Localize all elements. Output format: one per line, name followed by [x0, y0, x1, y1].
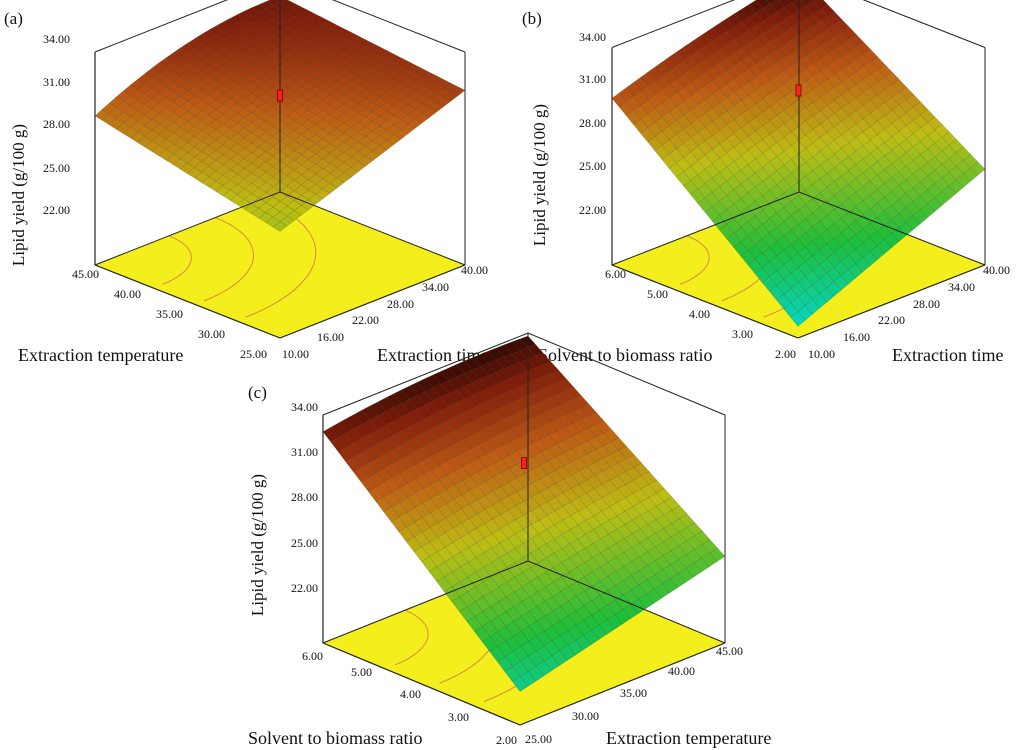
panel-c-x-tick: 3.00: [448, 710, 469, 724]
panel-b-surface-patch: [789, 0, 797, 3]
panel-a-z-tick: 25.00: [43, 161, 70, 175]
panel-c-x-axis-label: Solvent to biomass ratio: [248, 728, 423, 748]
panel-b-x-tick: 6.00: [605, 267, 626, 281]
panel-b-design-point: [795, 84, 802, 97]
panel-c-design-point: [521, 457, 527, 470]
panel-a-x-axis-label: Extraction temperature: [18, 345, 183, 365]
panel-b-x-axis-label: Solvent to biomass ratio: [538, 345, 713, 365]
panel-a-back-top-edge: [94, 0, 466, 53]
panel-b-x-tick: 3.00: [732, 327, 753, 341]
panel-b-label: (b): [522, 9, 542, 28]
panel-a-label: (a): [4, 9, 23, 28]
panel-a-z-tick: 34.00: [43, 32, 70, 46]
panel-a-x-axis: [94, 264, 281, 339]
panel-b-surface-layer: [611, 0, 986, 327]
panel-a-z-axis-label: Lipid yield (g/100 g): [9, 124, 28, 266]
panel-c-z-axis-label: Lipid yield (g/100 g): [248, 474, 267, 616]
panel-c: (c) Lipid yield (g/100 g) Solvent to bio…: [248, 332, 771, 748]
panel-c-frame-layer: [322, 332, 726, 726]
panel-c-z-tick: 34.00: [291, 400, 318, 414]
panel-a-y-tick: 22.00: [352, 313, 379, 327]
panel-b-z-tick: 25.00: [579, 159, 606, 173]
panel-c-x-axis: [322, 642, 521, 726]
panel-a-x-tick: 35.00: [156, 307, 183, 321]
panel-a-frame-layer: [94, 0, 466, 339]
panel-c-surface-layer: [322, 335, 726, 692]
panel-b-z-tick: 31.00: [579, 72, 606, 86]
panel-a-z-tick: 31.00: [43, 75, 70, 89]
panel-c-y-axis-label: Extraction temperature: [606, 728, 771, 748]
panel-c-x-tick: 6.00: [302, 649, 323, 663]
panel-a-y-axis: [279, 264, 466, 339]
panel-b-z-tick: 34.00: [579, 30, 606, 44]
panel-a-x-tick: 40.00: [114, 287, 141, 301]
panel-a-x-tick: 45.00: [72, 267, 99, 281]
panel-b-x-tick: 2.00: [775, 347, 796, 361]
panel-c-y-axis: [519, 642, 726, 726]
panel-a-x-tick: 30.00: [198, 327, 225, 341]
panel-c-z-tick: 28.00: [291, 490, 318, 504]
panel-b-x-tick: 4.00: [689, 307, 710, 321]
panel-b-x-tick: 5.00: [647, 287, 668, 301]
panel-b-surface-patch: [811, 0, 816, 2]
panel-a-x-tick: 25.00: [240, 347, 267, 361]
panel-b-y-axis-label: Extraction time: [892, 345, 1003, 365]
panel-a-surface-layer: [94, 0, 466, 232]
panel-a-contour-line: [162, 235, 192, 285]
panel-b-z-axis-label: Lipid yield (g/100 g): [530, 104, 549, 246]
panel-b-surface-patch: [790, 311, 806, 327]
panel-b-y-tick: 40.00: [983, 263, 1010, 277]
panel-c-z-tick: 31.00: [291, 445, 318, 459]
panel-b-back-top-edge: [611, 0, 986, 48]
panel-a-z-tick: 22.00: [43, 203, 70, 217]
panel-a: (a) Lipid yield (g/100 g) Extraction tem…: [4, 0, 488, 365]
panel-b-y-tick: 10.00: [808, 347, 835, 361]
panel-c-y-tick: 30.00: [572, 709, 599, 723]
panel-b-contour-line: [679, 235, 710, 285]
panel-c-x-tick: 4.00: [400, 687, 421, 701]
panel-b: (b) Lipid yield (g/100 g) Solvent to bio…: [522, 0, 1010, 365]
panel-a-design-point: [277, 89, 283, 102]
panel-a-contour-line: [204, 217, 255, 302]
panel-a-z-tick: 28.00: [43, 117, 70, 131]
panel-a-y-tick: 34.00: [422, 280, 449, 294]
panel-c-z-tick: 25.00: [291, 536, 318, 550]
panel-a-y-tick: 28.00: [387, 297, 414, 311]
panel-b-frame-layer: [611, 0, 986, 339]
panel-c-surface-patch: [512, 676, 529, 692]
panel-c-y-tick: 45.00: [716, 644, 743, 658]
panel-b-y-axis: [797, 264, 986, 339]
panel-c-x-tick: 2.00: [496, 733, 517, 747]
panel-b-y-tick: 28.00: [913, 297, 940, 311]
panel-c-contour-line: [395, 609, 429, 666]
panel-b-z-tick: 22.00: [579, 203, 606, 217]
panel-c-y-tick: 25.00: [525, 732, 552, 746]
panel-a-surface-patch: [272, 221, 288, 232]
panel-b-y-tick: 22.00: [878, 313, 905, 327]
panel-a-y-tick: 10.00: [282, 347, 309, 361]
panel-c-label: (c): [248, 383, 267, 402]
panel-b-z-tick: 28.00: [579, 116, 606, 130]
panel-b-y-tick: 16.00: [843, 330, 870, 344]
panel-a-y-tick: 40.00: [461, 263, 488, 277]
panel-b-y-tick: 34.00: [948, 280, 975, 294]
panel-c-y-tick: 40.00: [668, 664, 695, 678]
panel-b-x-axis: [611, 264, 799, 339]
panel-c-y-tick: 35.00: [620, 686, 647, 700]
panel-a-y-tick: 16.00: [317, 330, 344, 344]
panel-c-z-tick: 22.00: [291, 581, 318, 595]
panel-c-x-tick: 5.00: [351, 665, 372, 679]
